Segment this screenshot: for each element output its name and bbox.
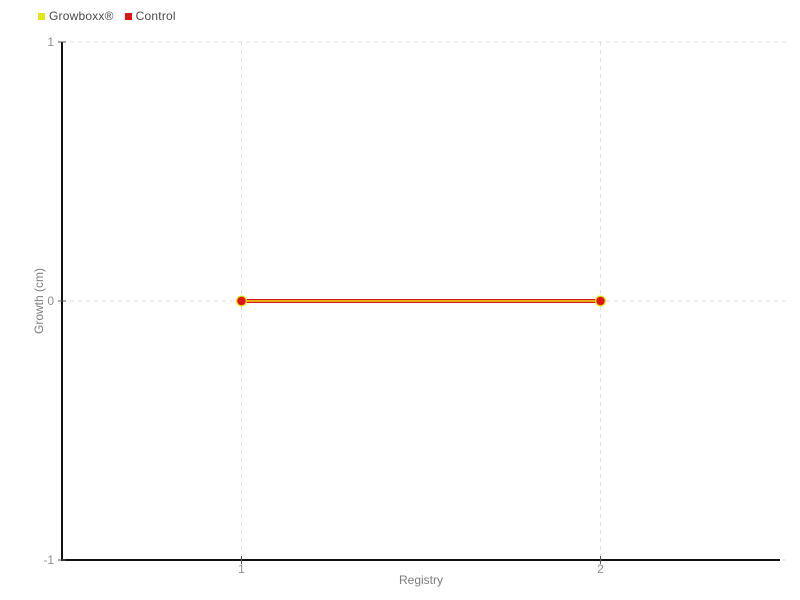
x-tick-label: 2 xyxy=(597,562,604,576)
x-tick-label: 1 xyxy=(238,562,245,576)
legend-item-growboxx: Growboxx® xyxy=(38,9,114,23)
legend: Growboxx® Control xyxy=(38,9,176,23)
y-tick-label: 1 xyxy=(47,35,54,49)
legend-item-label: Growboxx® xyxy=(49,9,114,23)
marker-control xyxy=(596,296,605,306)
legend-item-label: Control xyxy=(135,9,176,23)
x-axis-title: Registry xyxy=(398,573,444,587)
marker-control xyxy=(237,296,246,306)
legend-swatch-icon xyxy=(38,12,45,20)
legend-item-control: Control xyxy=(124,9,176,23)
y-tick-label: -1 xyxy=(43,553,54,567)
legend-swatch-icon xyxy=(124,12,132,20)
y-tick-label: 0 xyxy=(47,294,54,308)
y-axis-title: Growth (cm) xyxy=(32,268,46,334)
